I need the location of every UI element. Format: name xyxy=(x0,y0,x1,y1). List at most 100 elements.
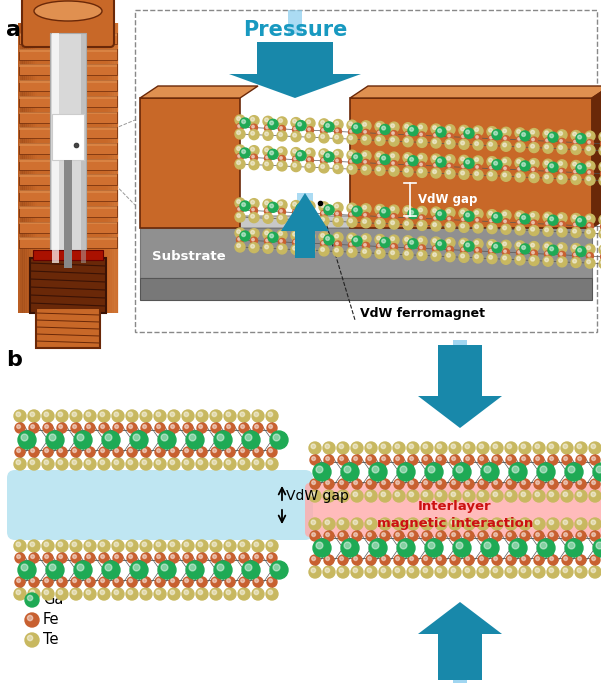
Circle shape xyxy=(141,577,151,587)
Circle shape xyxy=(451,520,456,525)
Circle shape xyxy=(263,199,273,210)
Circle shape xyxy=(237,125,240,127)
Circle shape xyxy=(16,412,20,416)
Circle shape xyxy=(270,204,273,208)
Circle shape xyxy=(140,588,152,600)
Circle shape xyxy=(438,242,442,245)
Circle shape xyxy=(419,238,423,242)
Circle shape xyxy=(239,577,249,587)
Circle shape xyxy=(409,444,413,449)
Circle shape xyxy=(313,539,331,557)
Circle shape xyxy=(98,540,110,552)
Circle shape xyxy=(417,123,427,134)
Circle shape xyxy=(481,539,499,557)
Circle shape xyxy=(253,423,263,433)
Circle shape xyxy=(585,175,595,185)
Circle shape xyxy=(198,412,203,416)
Circle shape xyxy=(408,209,418,219)
Circle shape xyxy=(25,613,39,627)
Circle shape xyxy=(445,238,455,248)
Circle shape xyxy=(394,555,404,565)
Circle shape xyxy=(459,223,469,232)
Circle shape xyxy=(543,256,553,266)
Circle shape xyxy=(263,147,273,156)
Circle shape xyxy=(404,221,409,225)
Circle shape xyxy=(291,132,301,142)
Circle shape xyxy=(245,564,252,571)
Circle shape xyxy=(305,162,315,172)
Circle shape xyxy=(347,233,357,243)
Circle shape xyxy=(533,518,545,530)
Circle shape xyxy=(588,171,590,173)
Circle shape xyxy=(341,463,359,481)
Circle shape xyxy=(559,258,563,262)
Circle shape xyxy=(58,590,63,595)
Circle shape xyxy=(28,636,32,640)
Circle shape xyxy=(502,159,507,163)
Circle shape xyxy=(338,479,348,489)
Circle shape xyxy=(311,492,316,497)
Circle shape xyxy=(309,442,321,454)
Circle shape xyxy=(379,566,391,578)
Text: Te: Te xyxy=(43,632,58,647)
Circle shape xyxy=(377,153,380,157)
Circle shape xyxy=(279,246,282,249)
Circle shape xyxy=(266,239,269,242)
Circle shape xyxy=(325,568,329,573)
Circle shape xyxy=(28,540,40,552)
Circle shape xyxy=(310,455,320,465)
Circle shape xyxy=(521,492,526,497)
Circle shape xyxy=(391,207,394,210)
Circle shape xyxy=(392,215,394,217)
Circle shape xyxy=(448,217,450,220)
Circle shape xyxy=(154,588,166,600)
Circle shape xyxy=(213,449,216,453)
Circle shape xyxy=(242,150,245,153)
Bar xyxy=(30,23,35,313)
Circle shape xyxy=(473,223,483,233)
Circle shape xyxy=(58,460,63,464)
Circle shape xyxy=(419,216,423,219)
Circle shape xyxy=(394,531,404,541)
Circle shape xyxy=(599,132,601,142)
Circle shape xyxy=(197,553,207,563)
Circle shape xyxy=(433,140,436,144)
Circle shape xyxy=(237,244,240,247)
Circle shape xyxy=(293,163,296,167)
Circle shape xyxy=(475,219,478,221)
Circle shape xyxy=(279,201,282,206)
Circle shape xyxy=(240,579,245,582)
Circle shape xyxy=(169,423,179,433)
Circle shape xyxy=(87,425,91,429)
Circle shape xyxy=(558,251,566,258)
Circle shape xyxy=(224,458,236,470)
Circle shape xyxy=(438,481,442,484)
Circle shape xyxy=(293,126,299,133)
Circle shape xyxy=(196,410,208,422)
Circle shape xyxy=(335,128,341,135)
Circle shape xyxy=(450,479,460,489)
Circle shape xyxy=(545,138,552,145)
Circle shape xyxy=(225,553,235,563)
Text: Ga: Ga xyxy=(43,593,63,608)
Circle shape xyxy=(365,518,377,530)
Circle shape xyxy=(86,460,91,464)
Circle shape xyxy=(354,533,358,536)
Circle shape xyxy=(501,158,511,167)
Circle shape xyxy=(502,242,507,246)
Circle shape xyxy=(599,229,601,239)
Circle shape xyxy=(368,557,371,560)
Circle shape xyxy=(335,204,338,208)
Circle shape xyxy=(489,173,492,176)
Circle shape xyxy=(389,166,399,176)
Circle shape xyxy=(141,423,151,433)
Circle shape xyxy=(395,533,400,536)
Circle shape xyxy=(585,145,595,155)
Circle shape xyxy=(424,481,427,484)
Circle shape xyxy=(418,132,426,139)
Circle shape xyxy=(529,129,539,138)
Circle shape xyxy=(362,123,367,126)
Circle shape xyxy=(242,203,245,206)
Circle shape xyxy=(575,518,587,530)
Circle shape xyxy=(142,542,147,547)
